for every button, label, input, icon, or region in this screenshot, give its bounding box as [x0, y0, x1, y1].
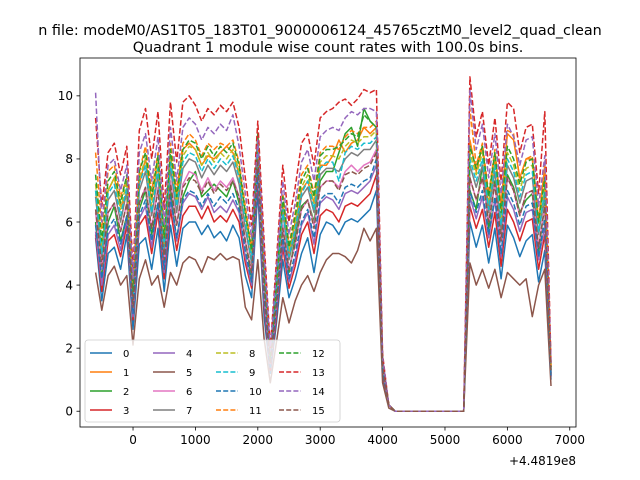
series-line-13 — [94, 76, 552, 412]
series-layer — [94, 76, 552, 412]
y-tick-label: 10 — [58, 89, 73, 103]
y-tick-label: 8 — [65, 152, 73, 166]
x-tick-label: 6000 — [492, 433, 523, 447]
legend-label-10: 10 — [249, 387, 262, 398]
x-tick-label: 1000 — [180, 433, 211, 447]
y-tick-label: 2 — [65, 341, 73, 355]
legend-label-7: 7 — [186, 406, 192, 417]
y-tick-label: 0 — [65, 405, 73, 419]
legend-label-9: 9 — [249, 368, 255, 379]
x-tick-label: 2000 — [243, 433, 274, 447]
series-line-14 — [94, 88, 552, 412]
y-tick-label: 6 — [65, 215, 73, 229]
series-line-7 — [94, 139, 552, 412]
figure-suptitle: n file: modeM0/AS1T05_183T01_9000006124_… — [38, 23, 602, 39]
legend-label-3: 3 — [123, 406, 129, 417]
legend-label-8: 8 — [249, 349, 255, 360]
series-line-9 — [94, 136, 552, 412]
x-tick-label: 4000 — [367, 433, 398, 447]
legend-label-15: 15 — [312, 406, 325, 417]
legend-label-2: 2 — [123, 387, 129, 398]
x-axis: 0 1000 2000 3000 4000 5000 6000 7000 — [129, 427, 585, 447]
legend-label-4: 4 — [186, 349, 192, 360]
y-axis: 0 2 4 6 8 10 — [58, 89, 80, 419]
legend-label-11: 11 — [249, 406, 262, 417]
series-line-0 — [94, 189, 552, 412]
legend-label-12: 12 — [312, 349, 325, 360]
x-offset-label: +4.4819e8 — [509, 454, 576, 468]
legend-label-5: 5 — [186, 368, 192, 379]
x-tick-label: 0 — [129, 433, 137, 447]
y-tick-label: 4 — [65, 278, 73, 292]
legend-label-1: 1 — [123, 368, 129, 379]
series-line-11 — [94, 107, 552, 412]
series-line-10 — [94, 158, 552, 412]
series-line-12 — [94, 114, 552, 412]
plot-frame — [79, 57, 577, 428]
x-tick-label: 3000 — [305, 433, 336, 447]
series-line-5 — [94, 227, 552, 412]
legend-label-6: 6 — [186, 387, 192, 398]
x-tick-label: 5000 — [430, 433, 461, 447]
series-line-15 — [94, 151, 552, 412]
x-tick-label: 7000 — [554, 433, 585, 447]
legend-label-14: 14 — [312, 387, 325, 398]
legend-label-0: 0 — [123, 349, 129, 360]
series-line-3 — [94, 173, 552, 412]
legend-label-13: 13 — [312, 368, 325, 379]
chart-title: Quadrant 1 module wise count rates with … — [133, 40, 524, 56]
legend-frame — [84, 339, 341, 423]
